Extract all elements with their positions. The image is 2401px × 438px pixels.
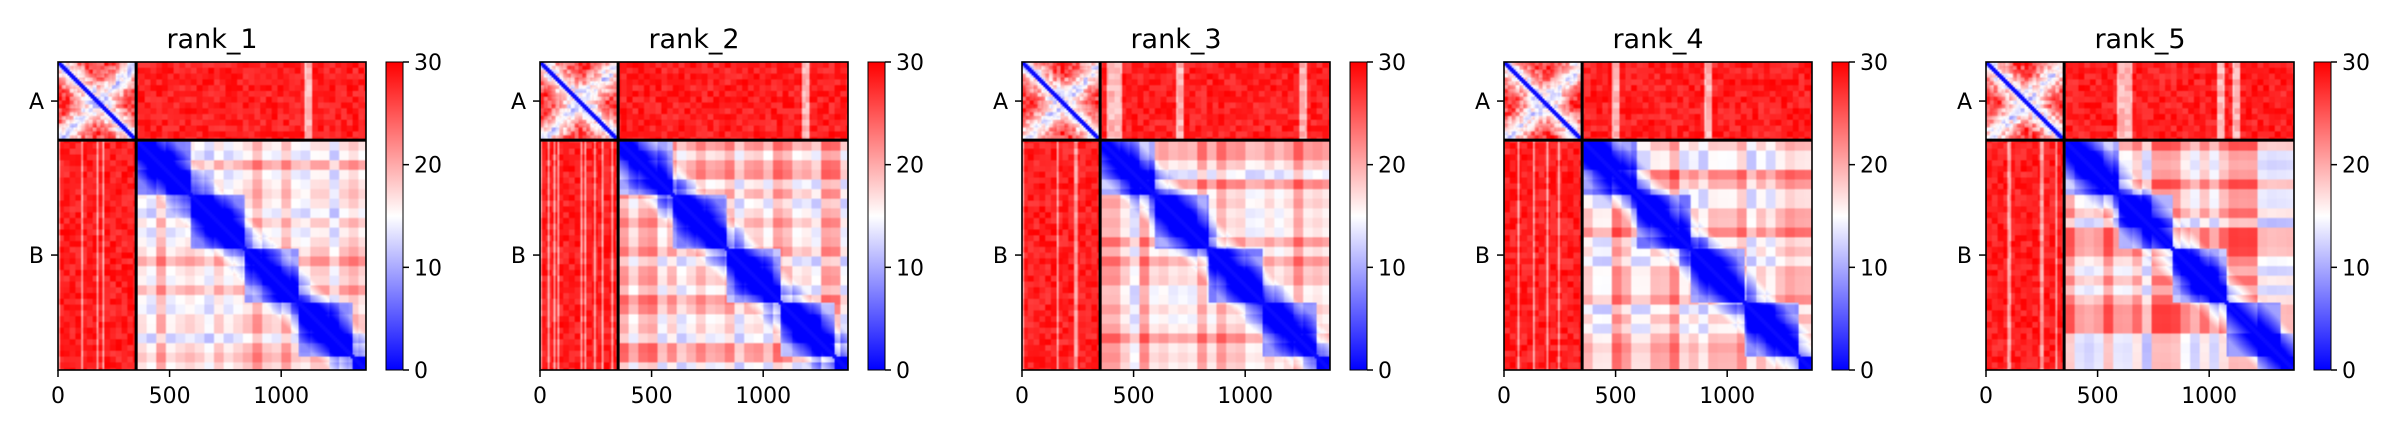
x-tick-label: 1000 [1699,384,1755,409]
x-tick-label: 0 [533,384,547,409]
x-tick-label: 1000 [1217,384,1273,409]
colorbar-tick-label: 0 [2342,359,2356,384]
y-tick-label: A [1475,90,1490,115]
chart-title: rank_3 [1130,24,1221,55]
plot-frame [1021,61,1331,371]
colorbar [385,61,404,371]
x-tick-label: 0 [51,384,65,409]
colorbar-tick-label: 20 [896,154,924,179]
x-tick-label: 0 [1979,384,1993,409]
panel-rank_2: rank_2 0 500 1000 A B 0 10 20 30 [511,24,924,409]
y-tick-label: B [511,244,526,269]
plot-frame [1985,61,2295,371]
colorbar-tick-label: 0 [896,359,910,384]
colorbar-tick-label: 20 [414,154,442,179]
colorbar-tick-label: 20 [2342,154,2370,179]
colorbar-tick-label: 10 [2342,256,2370,281]
y-tick-label: A [1957,90,1972,115]
colorbar-tick-label: 10 [414,256,442,281]
y-tick-label: B [29,244,44,269]
colorbar-tick-label: 20 [1860,154,1888,179]
plot-frame [539,61,849,371]
y-tick-label: B [993,244,1008,269]
colorbar-tick-label: 20 [1378,154,1406,179]
panel-rank_4: rank_4 0 500 1000 A B 0 10 20 30 [1475,24,1888,409]
chart-title: rank_5 [2094,24,2185,55]
heatmap-image [540,62,848,370]
x-tick-label: 1000 [2181,384,2237,409]
panel-rank_5: rank_5 0 500 1000 A B 0 10 20 30 [1957,24,2370,409]
x-tick-label: 500 [149,384,191,409]
x-tick-label: 1000 [735,384,791,409]
colorbar-tick-label: 0 [414,359,428,384]
chart-title: rank_1 [166,24,257,55]
heatmap-image [1986,62,2294,370]
colorbar-tick-label: 0 [1860,359,1874,384]
y-tick-label: A [511,90,526,115]
plot-frame [57,61,367,371]
x-tick-label: 500 [631,384,673,409]
colorbar-tick-label: 30 [896,51,924,76]
y-tick-label: A [993,90,1008,115]
colorbar-tick-label: 30 [414,51,442,76]
chart-title: rank_2 [648,24,739,55]
heatmap-image [58,62,366,370]
plot-frame [1503,61,1813,371]
panel-rank_1: rank_1 0 500 1000 A B 0 10 20 30 [29,24,442,409]
x-tick-label: 0 [1497,384,1511,409]
colorbar-tick-label: 30 [2342,51,2370,76]
x-tick-label: 500 [1595,384,1637,409]
colorbar [1349,61,1368,371]
colorbar-tick-label: 10 [896,256,924,281]
colorbar [2313,61,2332,371]
colorbar-tick-label: 10 [1860,256,1888,281]
x-tick-label: 500 [1113,384,1155,409]
chart-title: rank_4 [1612,24,1703,55]
colorbar-tick-label: 10 [1378,256,1406,281]
x-tick-label: 1000 [253,384,309,409]
x-tick-label: 500 [2077,384,2119,409]
colorbar-tick-label: 30 [1378,51,1406,76]
y-tick-label: A [29,90,44,115]
y-tick-label: B [1957,244,1972,269]
heatmap-image [1504,62,1812,370]
y-tick-label: B [1475,244,1490,269]
heatmap-image [1022,62,1330,370]
colorbar [1831,61,1850,371]
x-tick-label: 0 [1015,384,1029,409]
colorbar [867,61,886,371]
panel-rank_3: rank_3 0 500 1000 A B 0 10 20 30 [993,24,1406,409]
colorbar-tick-label: 0 [1378,359,1392,384]
colorbar-tick-label: 30 [1860,51,1888,76]
